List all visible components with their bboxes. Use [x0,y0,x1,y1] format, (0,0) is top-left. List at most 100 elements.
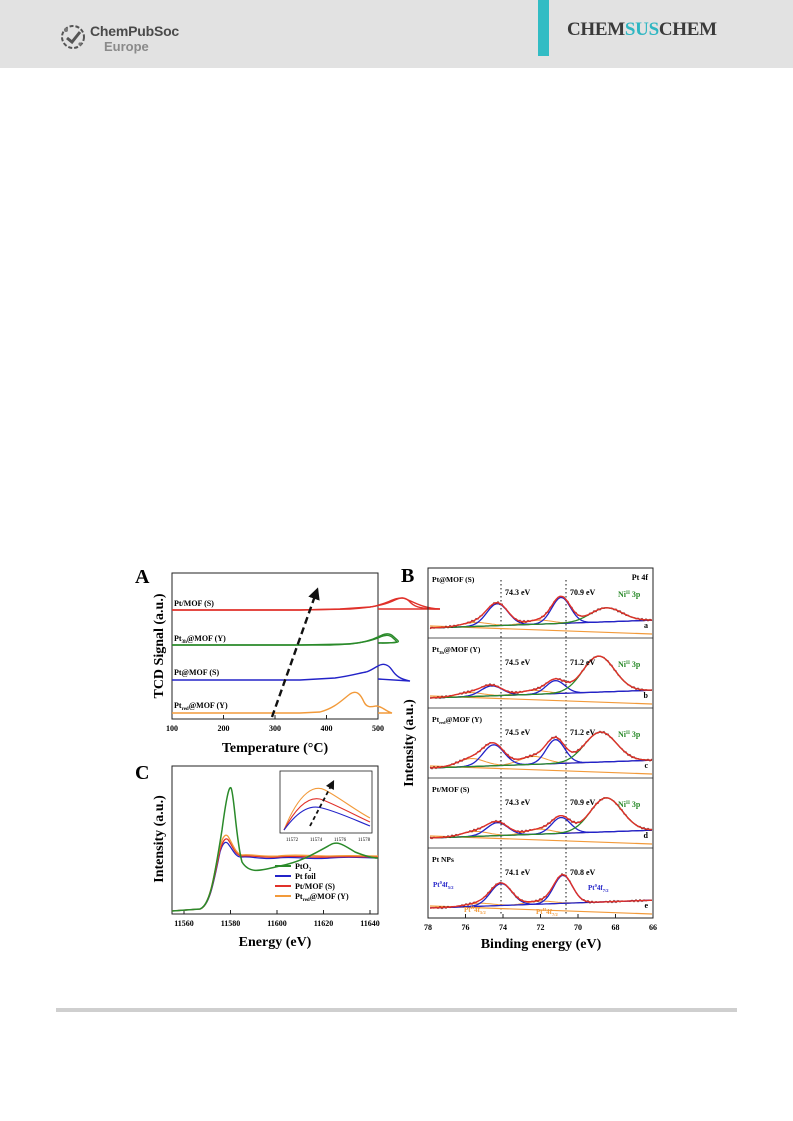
tcd-curve-pt3h-mof-y-line [172,634,398,646]
xps-row-tag: c [644,761,648,770]
xps-raw-data [430,872,653,910]
xps-sample-label: Pt3h@MOF (Y) [432,645,481,655]
xps-envelope [429,655,652,699]
panel-a-tick-label: 400 [321,724,333,733]
panel-c-letter: C [135,762,149,784]
journal-accent-bar [538,0,549,56]
inset-tick-label: 11578 [358,838,371,843]
panel-a-x-axis: 100 200 300 400 500 [166,715,384,733]
xps-ni-label: NiII 3p [618,800,641,809]
inset-arrow [309,780,335,827]
chempubsoc-logo-icon [61,25,85,49]
inset-curve-blue [283,806,371,831]
legend-label: Ptred@MOF (Y) [295,892,349,903]
xps-peak2-label: 70.9 eV [570,798,596,807]
panel-a-tick-label: 500 [372,724,384,733]
xps-peak2-label: 70.9 eV [570,588,596,597]
panel-b-tick-label: 66 [649,923,657,932]
xps-row-d: Pt/MOF (S) 74.3 eV 70.9 eV NiII 3p d [429,785,653,845]
inset-tick-label: 11574 [310,838,323,843]
panel-a-tick-label: 200 [218,724,230,733]
panel-a-tick-label: 300 [269,724,281,733]
panel-b-title: Pt 4f [632,573,649,582]
panel-b: B 78 76 74 72 70 68 66 Binding energy (eV) Int… [401,565,657,952]
xps-pt0-component [429,874,653,909]
inset-tick-label: 11576 [334,838,347,843]
xps-peak1-label: 74.5 eV [505,728,531,737]
journal-title[interactable]: CHEMSUSCHEM [567,19,717,41]
footer-divider [56,1008,737,1012]
xps-peak2-label: 70.8 eV [570,868,596,877]
label-pt3h-mof-y: Pt3h@MOF (Y) [174,634,226,645]
label-pt0-4f72: Pt04f7/2 [588,883,609,893]
xps-peak1-label: 74.5 eV [505,658,531,667]
xps-ni-label: NiII 3p [618,730,641,739]
xps-envelope [429,797,653,839]
label-ptii-4f52: PtII4f5/2 [464,905,486,915]
panel-a-tick-label: 100 [166,724,178,733]
panel-c-ylabel: Intensity (a.u.) [152,795,167,883]
panel-c-tick-label: 11600 [267,919,287,928]
panel-b-row-dividers [428,637,653,849]
panel-c-tick-label: 11620 [314,919,334,928]
panel-c: C 11560 11580 11600 11620 11640 Energy (eV) … [135,762,380,950]
inset-curve-orange [283,787,371,831]
xps-envelope [429,873,653,909]
xps-rows: Pt@MOF (S) 74.3 eV 70.9 eV NiII 3p a Pt3h@MOF… [429,575,653,915]
xps-sample-label: Pt@MOF (S) [432,575,475,584]
xanes-inset [279,770,373,834]
legend-label: Pt foil [295,872,316,881]
panel-c-x-axis: 11560 11580 11600 11620 11640 [174,910,380,928]
xps-ni-label: NiII 3p [618,590,641,599]
xps-peak2-label: 71.2 eV [570,658,596,667]
panel-b-tick-label: 70 [574,923,582,932]
panel-c-xlabel: Energy (eV) [239,935,312,950]
panel-b-xlabel: Binding energy (eV) [481,937,602,952]
legend-label: PtO2 [295,862,312,873]
xps-pt0-component [429,821,653,839]
xps-envelope [429,595,652,629]
xps-envelope [429,731,652,769]
panel-b-tick-label: 74 [499,923,507,932]
panel-c-tick-label: 11580 [221,919,241,928]
xps-row-c: Ptred@MOF (Y) 74.5 eV 71.2 eV NiII 3p c [429,715,653,775]
panel-a-letter: A [135,566,150,588]
xps-sample-label: Pt/MOF (S) [432,785,470,794]
xps-peak1-label: 74.3 eV [505,588,531,597]
xps-pt0-component [429,679,653,699]
inset-x-axis: 11572 11574 11576 11578 [286,838,371,843]
journal-title-pre: CHEM [567,19,625,40]
xps-row-tag: a [644,621,648,630]
xps-ni-label: NiII 3p [618,660,641,669]
tcd-curve-pt-red-mof-y [172,691,393,714]
journal-title-accent: SUS [624,19,659,40]
xps-sample-label: Pt NPs [432,855,454,864]
xps-peak2-label: 71.2 eV [570,728,596,737]
chempubsoc-logo[interactable]: ChemPubSoc Europe [60,18,200,58]
xps-row-tag: e [644,901,648,910]
xps-row-tag: d [644,831,649,840]
page-header: ChemPubSoc Europe CHEMSUSCHEM [0,0,793,68]
peak-shift-arrow [270,587,320,718]
inset-tick-label: 11572 [286,838,299,843]
xps-pt0-component [429,882,653,909]
label-pt0-4f52: Pt04f5/2 [433,880,454,890]
label-ptii-4f72: PtII4f7/2 [536,907,558,917]
label-pt-mof-s: Pt/MOF (S) [174,599,214,608]
publisher-region: Europe [104,39,149,54]
xps-row-b: Pt3h@MOF (Y) 74.5 eV 71.2 eV NiII 3p b [429,645,653,705]
xps-row-tag: b [644,691,649,700]
legend-label: Pt/MOF (S) [295,882,335,891]
panel-b-letter: B [401,565,414,587]
xanes-curve-pto2 [171,786,379,912]
panel-b-tick-label: 72 [537,923,545,932]
xanes-curve-ptmof-s [171,838,379,912]
panel-b-ylabel: Intensity (a.u.) [402,699,417,787]
panel-c-frame [171,765,379,915]
panel-b-tick-label: 76 [462,923,470,932]
xps-row-a: Pt@MOF (S) 74.3 eV 70.9 eV NiII 3p a [429,575,653,635]
xps-peak1-label: 74.3 eV [505,798,531,807]
panel-c-tick-label: 11560 [174,919,194,928]
